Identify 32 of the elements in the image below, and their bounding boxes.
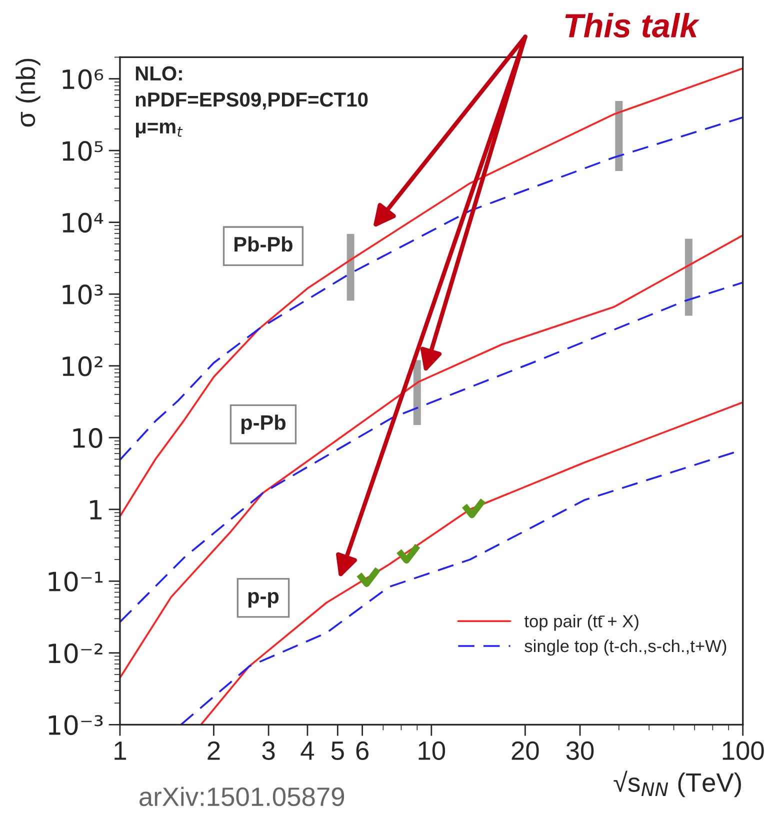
x-tick-label: 100 [722,741,764,760]
y-axis-title: σ (nb) [16,58,40,127]
x-tick-label: 5 [331,742,344,760]
x-tick-label: 4 [300,742,314,760]
annotation: nPDF=EPS09,PDF=CT10 [136,92,368,110]
y-tick-label: 10⁴ [62,212,104,233]
y-tick-label: 10⁶ [62,69,104,90]
y-tick-label: 10⁻³ [48,715,103,736]
x-tick-label: 3 [262,741,275,760]
legend-label: top pair (tt̄ + X) [524,614,638,631]
y-tick-label: 10² [62,356,102,376]
x-tick-label: 20 [512,741,539,760]
x-tick-label: 6 [356,741,368,760]
x-axis-title: √s$_{NN}$ (TeV) [614,770,741,798]
annotation: p-p [248,592,279,608]
x-tick-label: 30 [566,741,594,760]
y-tick-label: 10⁻² [48,643,102,664]
x-tick-label: 1 [114,742,126,760]
annotation: μ=m$_{t}$ [136,122,183,138]
text: arXiv:1501.05879 [140,786,344,806]
x-tick-label: 2 [208,741,220,760]
x-tick-label: 10 [418,741,446,760]
text: This talk [565,13,700,38]
y-tick-label: 10⁵ [62,141,103,161]
y-tick-label: 1 [90,500,102,520]
y-tick-label: 10⁻¹ [48,572,103,592]
annotation: Pb-Pb [234,236,292,252]
annotation: NLO: [136,66,182,81]
y-tick-label: 10 [73,428,102,448]
legend-label: single top (t-ch.,s-ch.,t+W) [524,639,726,656]
y-tick-label: 10³ [62,284,103,304]
annotation: p-Pb [241,414,286,434]
